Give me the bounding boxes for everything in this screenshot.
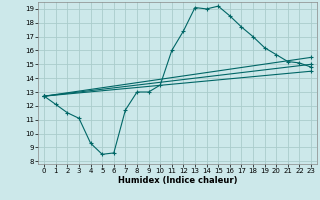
- X-axis label: Humidex (Indice chaleur): Humidex (Indice chaleur): [118, 176, 237, 185]
